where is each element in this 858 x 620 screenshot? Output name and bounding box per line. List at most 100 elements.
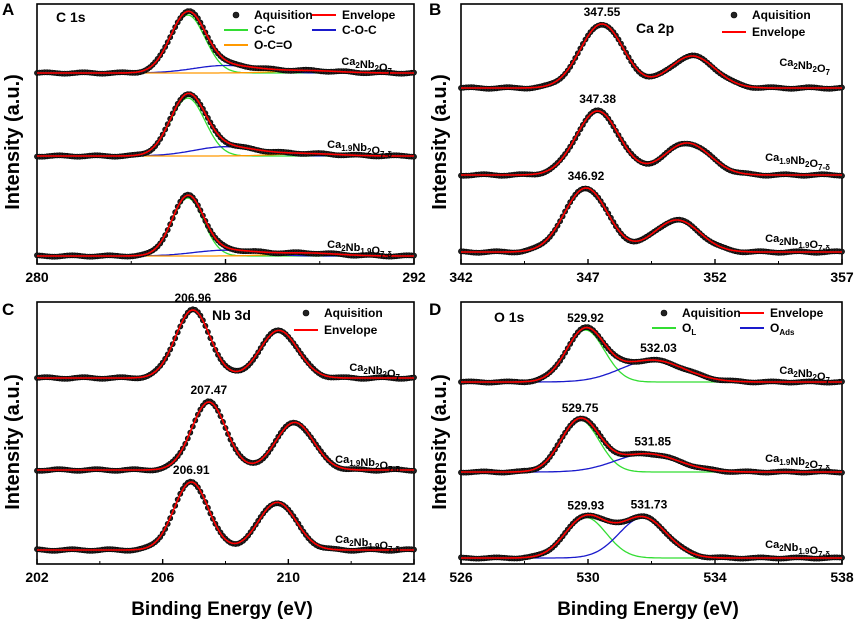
y-axis-label-c: Intensity (a.u.) [2,374,24,510]
panel-title: C 1s [56,9,86,25]
legend-label: Envelope [342,8,396,22]
legend: Aquisition Envelope C-C C-O-C O-C=O [224,8,396,52]
sample-label: Ca1.9Nb2O7-δ [327,139,392,159]
legend-marker-acquisition [660,309,668,317]
legend-marker-acquisition [232,11,240,19]
panel-letter-d: D [429,300,441,319]
x-tick-label: 202 [25,569,49,585]
sample-label: Ca2Nb2O7 [779,57,830,77]
legend-label: OL [682,321,696,337]
y-axis-label-b: Intensity (a.u.) [429,74,451,210]
x-tick-label: 534 [703,569,727,585]
legend: Aquisition Envelope [722,8,811,39]
x-tick-label: 526 [449,569,473,585]
legend-label: Aquisition [324,306,383,320]
envelope-curve [461,23,842,89]
envelope-curve [37,10,414,74]
envelope-curve [37,401,414,471]
peak-label: 207.47 [190,383,227,397]
sample-trace: 529.93 531.73 Ca2Nb1.9O7-δ [458,498,845,562]
x-axis-label-c: Binding Energy (eV) [131,599,313,620]
envelope-curve [37,309,414,379]
sample-label: Ca1.9Nb2O7-δ [765,453,830,473]
sample-trace: 206.91 Ca2Nb1.9O7-δ [34,463,417,554]
legend: Aquisition Envelope OL OAds [652,306,824,337]
peak-label: 532.03 [640,341,677,355]
legend-label: Aquisition [752,8,811,22]
sample-label: Ca2Nb2O7 [341,56,392,76]
y-axis-label-d: Intensity (a.u.) [429,374,451,510]
sample-label: Ca2Nb1.9O7-δ [335,534,400,554]
peak-label: 347.38 [579,92,616,106]
panel-letter-a: A [2,0,14,19]
legend-label: Envelope [770,306,824,320]
sample-trace: 206.96 Ca2Nb2O7 [34,291,417,382]
peak-label: 529.75 [562,401,599,415]
legend-label: C-O-C [342,23,377,37]
x-tick-label: 292 [402,269,426,285]
peak-label: 531.85 [634,435,671,449]
sample-trace: 207.47 Ca1.9Nb2O7-δ [34,383,417,474]
sample-trace: Ca1.9Nb2O7-δ [34,91,417,160]
plot-frame [36,3,415,265]
sample-label: Ca2Nb2O7 [349,362,400,382]
peak-label: 206.91 [173,463,210,477]
x-tick-label: 530 [576,569,600,585]
sample-trace: 347.38 Ca1.9Nb2O7-δ [458,92,845,179]
panel-letter-c: C [2,300,14,319]
panel-title: O 1s [494,309,525,325]
x-axis-label-d: Binding Energy (eV) [557,599,739,620]
legend-label: Envelope [752,25,806,39]
peak-label: 529.93 [567,498,604,512]
envelope-curve [461,187,842,253]
envelope-curve [461,514,842,559]
x-tick-label: 352 [703,269,727,285]
sample-label: Ca1.9Nb2O7-δ [765,152,830,172]
legend-label: Aquisition [254,8,313,22]
envelope-curve [37,194,414,257]
envelope-curve [37,481,414,551]
peak-label: 529.92 [567,311,604,325]
legend-marker-acquisition [730,11,738,19]
peak-label: 206.96 [174,291,211,305]
envelope-curve [461,417,842,473]
peak-label: 531.73 [631,498,668,512]
sample-label: Ca1.9Nb2O7-δ [335,454,400,474]
envelope-curve [37,92,414,157]
x-tick-label: 206 [151,569,175,585]
sample-label: Ca2Nb1.9O7-δ [327,239,392,259]
sample-label: Ca2Nb1.9O7-δ [765,539,830,559]
legend-label: Envelope [324,323,378,337]
panel-letter-b: B [429,0,441,19]
peak-label: 347.55 [584,5,621,19]
x-tick-label: 210 [277,569,301,585]
sample-trace: 529.92 532.03 Ca2Nb2O7 [458,311,845,386]
legend: Aquisition Envelope [294,306,383,337]
sample-label: Ca2Nb2O7 [779,365,830,385]
x-tick-label: 538 [830,569,854,585]
sample-trace: 346.92 Ca2Nb1.9O7-δ [458,169,845,256]
envelope-curve [461,110,842,176]
sample-trace: 347.55 Ca2Nb2O7 [458,5,845,92]
x-tick-label: 280 [25,269,49,285]
envelope-curve [461,326,842,383]
x-tick-label: 357 [830,269,854,285]
y-axis-label-a: Intensity (a.u.) [2,74,24,210]
legend-label: OAds [770,321,795,337]
panel-b: 342 347 352 357 Ca 2p 347.55 Ca2Nb2O7 347.38 Ca1… [449,3,854,285]
panel-title: Nb 3d [212,307,251,323]
sample-label: Ca2Nb1.9O7-δ [765,233,830,253]
legend-marker-acquisition [302,309,310,317]
legend-label: Aquisition [682,306,741,320]
sample-trace: Ca2Nb2O7 [34,8,417,77]
sample-trace: 529.75 531.85 Ca1.9Nb2O7-δ [458,401,845,476]
peak-label: 346.92 [568,169,605,183]
x-tick-label: 286 [214,269,238,285]
legend-label: C-C [254,23,276,37]
x-tick-label: 214 [402,569,426,585]
panel-a: 280 286 292 C 1s Ca2Nb2O7 Ca1.9Nb2O7-δ Ca2Nb1.… [25,3,426,285]
x-tick-label: 347 [576,269,600,285]
plot-frame [460,3,843,265]
